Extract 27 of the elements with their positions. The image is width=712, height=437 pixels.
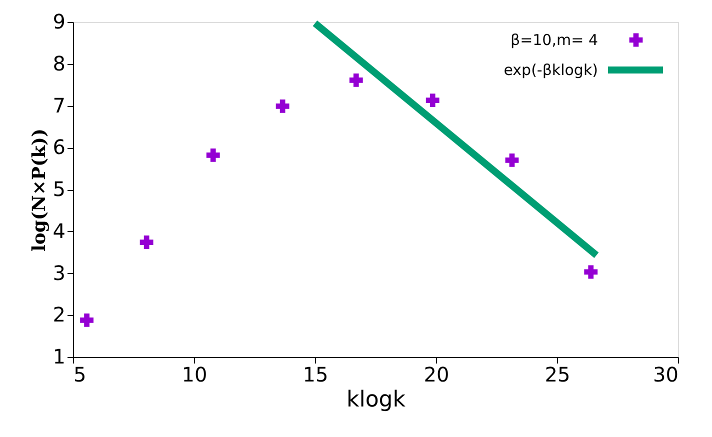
x-axis-title: klogk <box>346 388 406 412</box>
y-tick-label: 4 <box>52 218 66 243</box>
x-tick-label: 15 <box>302 362 328 386</box>
y-tick-label: 7 <box>52 93 66 118</box>
point <box>505 153 519 167</box>
x-tick-label: 5 <box>74 362 86 386</box>
point <box>349 74 363 87</box>
legend-label: β=10,m= 4 <box>510 31 598 49</box>
x-tick-label: 30 <box>653 362 678 386</box>
x-tick-label: 25 <box>544 362 570 386</box>
y-tick-label: 3 <box>52 260 66 285</box>
y-tick-label: 2 <box>52 302 66 327</box>
point <box>276 99 290 113</box>
y-axis-title: log(N×P(k)) <box>28 128 50 252</box>
y-tick-label: 5 <box>52 177 66 201</box>
point <box>426 94 440 108</box>
point <box>584 265 598 279</box>
y-tick-label: 8 <box>52 51 66 76</box>
point <box>140 236 154 249</box>
x-tick-label: 10 <box>182 362 208 386</box>
x-tick-label: 20 <box>424 362 450 386</box>
y-tick-label: 9 <box>52 10 66 34</box>
point <box>206 148 220 162</box>
y-tick-label: 6 <box>52 135 66 160</box>
y-tick-label: 1 <box>52 344 66 368</box>
legend-label: exp(-βklogk) <box>504 61 598 79</box>
point <box>80 313 94 327</box>
